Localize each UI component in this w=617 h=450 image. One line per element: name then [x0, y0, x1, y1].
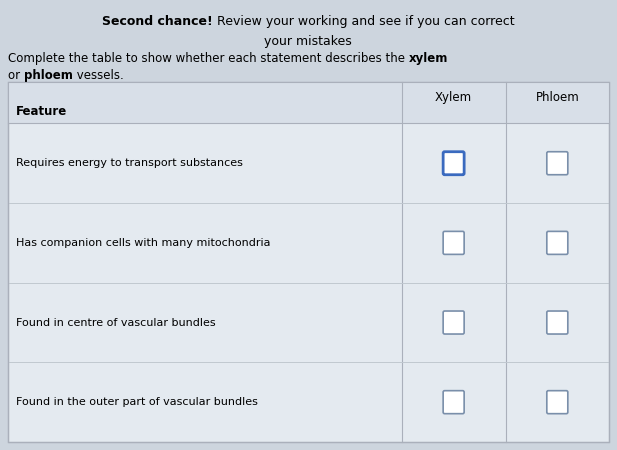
Text: Complete the table to show whether each statement describes the: Complete the table to show whether each … [8, 52, 408, 65]
FancyBboxPatch shape [547, 311, 568, 334]
FancyBboxPatch shape [8, 82, 609, 442]
Text: Feature: Feature [16, 105, 67, 118]
Text: your mistakes: your mistakes [264, 35, 352, 48]
FancyBboxPatch shape [443, 152, 464, 175]
Text: Found in the outer part of vascular bundles: Found in the outer part of vascular bund… [16, 397, 258, 407]
FancyBboxPatch shape [547, 231, 568, 254]
FancyBboxPatch shape [443, 391, 464, 414]
FancyBboxPatch shape [443, 231, 464, 254]
Text: Requires energy to transport substances: Requires energy to transport substances [16, 158, 243, 168]
FancyBboxPatch shape [547, 391, 568, 414]
FancyBboxPatch shape [8, 82, 609, 123]
Text: phloem: phloem [24, 69, 73, 82]
Text: Review your working and see if you can correct: Review your working and see if you can c… [213, 15, 514, 28]
Text: or: or [8, 69, 24, 82]
Text: Phloem: Phloem [536, 91, 579, 104]
Text: Found in centre of vascular bundles: Found in centre of vascular bundles [16, 318, 215, 328]
Text: Xylem: Xylem [435, 91, 472, 104]
Text: Second chance!: Second chance! [102, 15, 213, 28]
FancyBboxPatch shape [443, 311, 464, 334]
Text: vessels.: vessels. [73, 69, 123, 82]
Text: Has companion cells with many mitochondria: Has companion cells with many mitochondr… [16, 238, 270, 248]
FancyBboxPatch shape [547, 152, 568, 175]
Text: xylem: xylem [408, 52, 448, 65]
